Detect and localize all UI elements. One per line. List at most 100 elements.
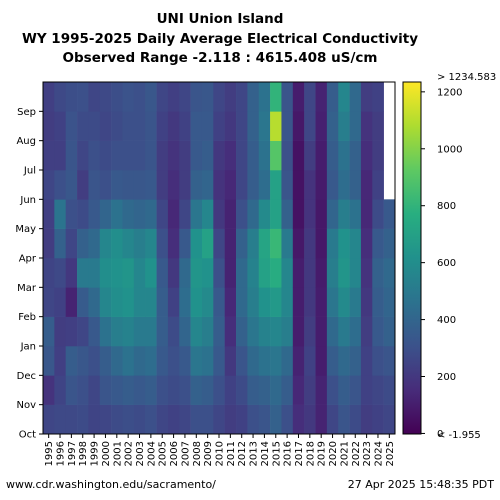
heatmap-cell-2017-Sep xyxy=(292,82,305,112)
heatmap-cell-2013-Dec xyxy=(247,346,260,376)
heatmap-cell-1997-Sep xyxy=(65,82,78,112)
heatmap-cell-1997-May xyxy=(65,199,78,229)
heatmap-cell-2020-Jan xyxy=(326,316,339,347)
heatmap-cell-1995-Jul xyxy=(43,140,55,171)
heatmap-cell-2002-Dec xyxy=(122,346,135,376)
heatmap-cell-2009-Apr xyxy=(201,228,214,259)
heatmap-cell-2009-Feb xyxy=(201,287,214,317)
heatmap-cell-1998-Dec xyxy=(77,346,89,376)
heatmap-cell-2011-Nov xyxy=(224,375,237,405)
heatmap-cell-2003-Oct xyxy=(133,404,146,435)
heatmap-cell-2006-Feb xyxy=(167,287,180,317)
heatmap-cell-2016-Jun xyxy=(281,170,294,200)
y-tick-label-Oct: Oct xyxy=(19,430,36,441)
heatmap-cell-2005-Mar xyxy=(156,258,169,288)
heatmap-cell-2020-Nov xyxy=(326,375,339,405)
x-tick-label-2017: 2017 xyxy=(294,441,305,466)
heatmap-cell-2004-Jan xyxy=(145,316,157,347)
heatmap-cell-1995-Jun xyxy=(43,170,55,200)
heatmap-cell-2021-Jul xyxy=(338,140,350,171)
heatmap-cell-2023-Aug xyxy=(360,111,373,141)
heatmap-cell-1998-Mar xyxy=(77,258,89,288)
heatmap-cell-2024-Sep xyxy=(372,82,384,112)
heatmap-cell-2019-Jun xyxy=(315,170,328,200)
heatmap-cell-2015-Mar xyxy=(270,258,282,288)
heatmap-cell-2023-Mar xyxy=(360,258,373,288)
heatmap-cell-2012-Mar xyxy=(236,258,248,288)
heatmap-cell-2024-Oct xyxy=(372,404,384,435)
heatmap-cell-1996-Jul xyxy=(54,140,66,171)
x-tick-label-2021: 2021 xyxy=(339,441,350,466)
heatmap-cell-2024-Jan xyxy=(372,316,384,347)
heatmap-cell-2006-Aug xyxy=(167,111,180,141)
heatmap-cell-2014-Nov xyxy=(258,375,271,405)
heatmap-cell-2008-Apr xyxy=(190,228,203,259)
heatmap-cell-2014-Feb xyxy=(258,287,271,317)
heatmap-cell-2013-Jul xyxy=(247,140,260,171)
heatmap-cell-2011-Jul xyxy=(224,140,237,171)
heatmap-cell-2011-Aug xyxy=(224,111,237,141)
heatmap-cell-2014-Jan xyxy=(258,316,271,347)
heatmap-cell-2005-Sep xyxy=(156,82,169,112)
heatmap-cell-2018-Sep xyxy=(304,82,316,112)
heatmap-cell-2023-Apr xyxy=(360,228,373,259)
heatmap-cell-2011-Apr xyxy=(224,228,237,259)
heatmap-cell-2019-Nov xyxy=(315,375,328,405)
heatmap-cell-2008-Aug xyxy=(190,111,203,141)
x-tick-label-2004: 2004 xyxy=(146,441,157,466)
heatmap-cell-2016-Jan xyxy=(281,316,294,347)
heatmap-cell-2004-Jun xyxy=(145,170,157,200)
heatmap-cell-2011-May xyxy=(224,199,237,229)
heatmap-cell-2015-Dec xyxy=(270,346,282,376)
heatmap-cell-2008-May xyxy=(190,199,203,229)
heatmap-cell-2004-May xyxy=(145,199,157,229)
heatmap-cell-2005-May xyxy=(156,199,169,229)
y-tick-label-Nov: Nov xyxy=(16,400,36,411)
heatmap-cell-2025-Mar xyxy=(383,258,396,288)
heatmap-cell-2009-Jul xyxy=(201,140,214,171)
heatmap-cell-2025-Dec xyxy=(383,346,396,376)
heatmap-cell-2022-Dec xyxy=(349,346,362,376)
heatmap-cell-1997-Aug xyxy=(65,111,78,141)
heatmap-cell-2019-Aug xyxy=(315,111,328,141)
heatmap-cell-2024-Dec xyxy=(372,346,384,376)
heatmap-cell-2019-Dec xyxy=(315,346,328,376)
heatmap-cell-1995-Dec xyxy=(43,346,55,376)
heatmap-cell-2024-May xyxy=(372,199,384,229)
heatmap-cell-2015-Apr xyxy=(270,228,282,259)
colorbar-tick-label-1200: 1200 xyxy=(437,87,462,98)
heatmap-cell-2015-Feb xyxy=(270,287,282,317)
heatmap-cell-2004-Mar xyxy=(145,258,157,288)
heatmap-cell-2014-May xyxy=(258,199,271,229)
heatmap-cell-2014-Jul xyxy=(258,140,271,171)
chart-title-line-1: UNI Union Island xyxy=(156,11,284,27)
heatmap-cell-2023-May xyxy=(360,199,373,229)
heatmap-cell-2013-Oct xyxy=(247,404,260,435)
x-tick-label-2014: 2014 xyxy=(260,441,271,466)
heatmap-cell-1998-Jul xyxy=(77,140,89,171)
heatmap-cell-2005-Jun xyxy=(156,170,169,200)
heatmap-cell-2003-Nov xyxy=(133,375,146,405)
heatmap-cell-2020-Feb xyxy=(326,287,339,317)
heatmap-cell-2009-Sep xyxy=(201,82,214,112)
heatmap-cell-2002-Feb xyxy=(122,287,135,317)
heatmap-cell-2001-Jul xyxy=(111,140,123,171)
heatmap-cell-2008-Feb xyxy=(190,287,203,317)
heatmap-cell-2002-May xyxy=(122,199,135,229)
heatmap-cell-2001-May xyxy=(111,199,123,229)
heatmap-cell-2015-Jul xyxy=(270,140,282,171)
heatmap-cell-1999-Mar xyxy=(88,258,101,288)
heatmap-cell-1998-Sep xyxy=(77,82,89,112)
heatmap-cell-2019-Apr xyxy=(315,228,328,259)
heatmap-cell-2006-Mar xyxy=(167,258,180,288)
heatmap-cell-2005-Jan xyxy=(156,316,169,347)
heatmap-cell-2002-Nov xyxy=(122,375,135,405)
heatmap-cell-2000-Oct xyxy=(99,404,112,435)
heatmap-cell-2021-Mar xyxy=(338,258,350,288)
x-tick-label-2003: 2003 xyxy=(135,441,146,466)
heatmap-cell-2014-Sep xyxy=(258,82,271,112)
heatmap-cell-2020-Sep xyxy=(326,82,339,112)
y-tick-label-Jan: Jan xyxy=(20,342,36,353)
heatmap-cell-2016-Sep xyxy=(281,82,294,112)
heatmap-cell-2010-Feb xyxy=(213,287,225,317)
